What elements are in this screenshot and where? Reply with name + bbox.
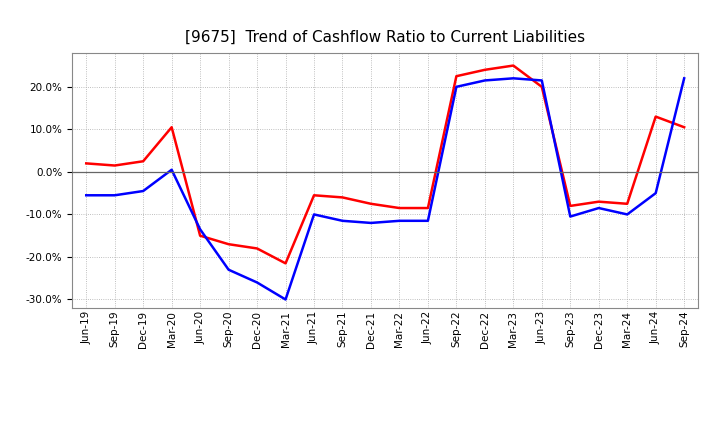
Operating CF to Current Liabilities xyxy=(366,201,375,206)
Free CF to Current Liabilities xyxy=(196,227,204,232)
Operating CF to Current Liabilities xyxy=(253,246,261,251)
Operating CF to Current Liabilities xyxy=(282,260,290,266)
Operating CF to Current Liabilities xyxy=(395,205,404,211)
Free CF to Current Liabilities xyxy=(82,193,91,198)
Free CF to Current Liabilities xyxy=(480,78,489,83)
Operating CF to Current Liabilities xyxy=(110,163,119,168)
Operating CF to Current Liabilities xyxy=(595,199,603,204)
Operating CF to Current Liabilities xyxy=(196,233,204,238)
Free CF to Current Liabilities xyxy=(338,218,347,224)
Operating CF to Current Liabilities xyxy=(452,73,461,79)
Free CF to Current Liabilities xyxy=(595,205,603,211)
Operating CF to Current Liabilities xyxy=(480,67,489,73)
Operating CF to Current Liabilities xyxy=(310,193,318,198)
Operating CF to Current Liabilities xyxy=(566,203,575,209)
Title: [9675]  Trend of Cashflow Ratio to Current Liabilities: [9675] Trend of Cashflow Ratio to Curren… xyxy=(185,29,585,45)
Free CF to Current Liabilities xyxy=(282,297,290,302)
Free CF to Current Liabilities xyxy=(139,188,148,194)
Operating CF to Current Liabilities xyxy=(139,159,148,164)
Line: Free CF to Current Liabilities: Free CF to Current Liabilities xyxy=(86,78,684,300)
Free CF to Current Liabilities xyxy=(395,218,404,224)
Operating CF to Current Liabilities xyxy=(509,63,518,68)
Free CF to Current Liabilities xyxy=(680,76,688,81)
Free CF to Current Liabilities xyxy=(537,78,546,83)
Operating CF to Current Liabilities xyxy=(338,195,347,200)
Free CF to Current Liabilities xyxy=(253,280,261,285)
Operating CF to Current Liabilities xyxy=(167,125,176,130)
Line: Operating CF to Current Liabilities: Operating CF to Current Liabilities xyxy=(86,66,684,263)
Free CF to Current Liabilities xyxy=(652,191,660,196)
Operating CF to Current Liabilities xyxy=(623,201,631,206)
Free CF to Current Liabilities xyxy=(623,212,631,217)
Operating CF to Current Liabilities xyxy=(537,84,546,89)
Free CF to Current Liabilities xyxy=(225,267,233,272)
Free CF to Current Liabilities xyxy=(566,214,575,219)
Free CF to Current Liabilities xyxy=(423,218,432,224)
Free CF to Current Liabilities xyxy=(452,84,461,89)
Operating CF to Current Liabilities xyxy=(423,205,432,211)
Free CF to Current Liabilities xyxy=(110,193,119,198)
Free CF to Current Liabilities xyxy=(509,76,518,81)
Free CF to Current Liabilities xyxy=(366,220,375,226)
Free CF to Current Liabilities xyxy=(310,212,318,217)
Operating CF to Current Liabilities xyxy=(680,125,688,130)
Free CF to Current Liabilities xyxy=(167,167,176,172)
Operating CF to Current Liabilities xyxy=(82,161,91,166)
Operating CF to Current Liabilities xyxy=(225,242,233,247)
Operating CF to Current Liabilities xyxy=(652,114,660,119)
